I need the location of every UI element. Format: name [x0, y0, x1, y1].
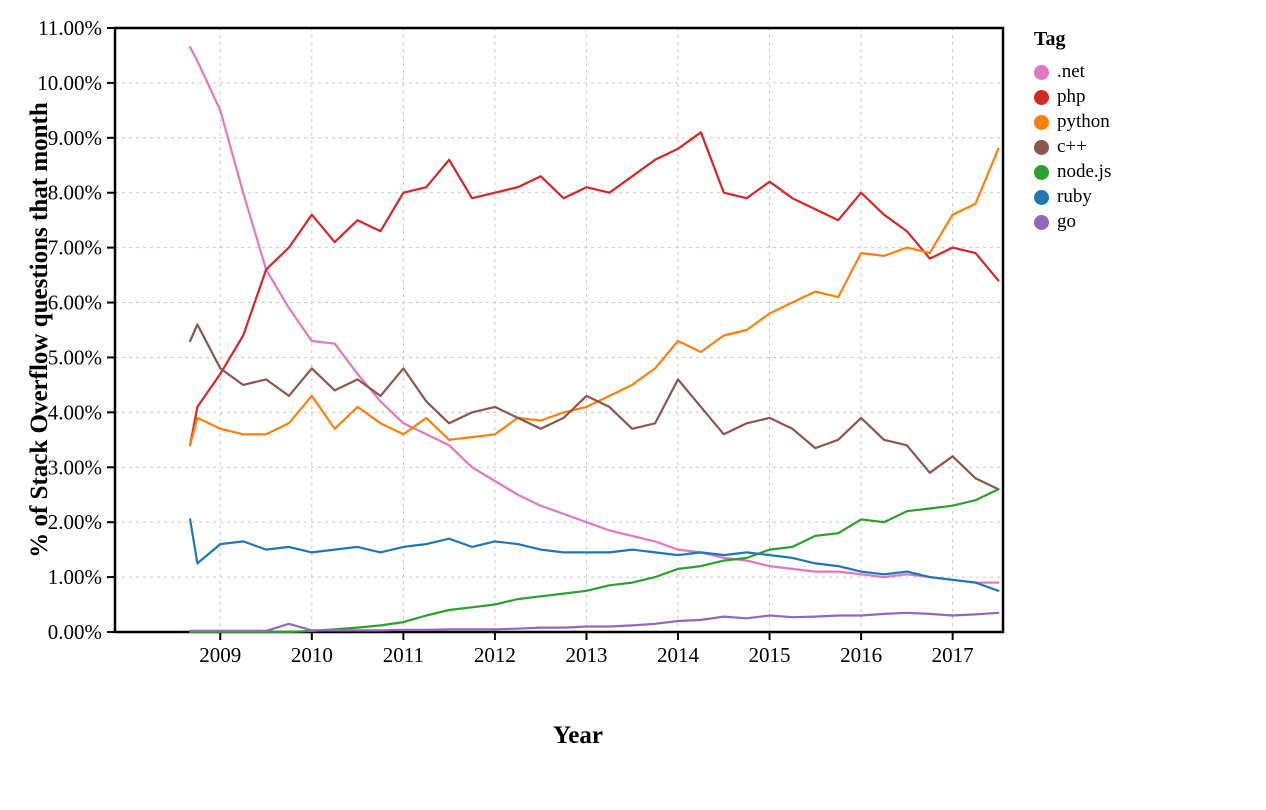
x-tick-label: 2015 — [749, 643, 791, 667]
x-tick-label: 2009 — [199, 643, 241, 667]
legend-item-label: node.js — [1057, 161, 1112, 182]
legend-item: python — [1034, 111, 1111, 133]
legend-swatch-icon — [1034, 64, 1049, 80]
x-tick-label: 2016 — [840, 643, 882, 667]
legend-swatch-icon — [1034, 114, 1049, 130]
legend-swatch-icon — [1034, 214, 1049, 230]
x-tick-label: 2017 — [932, 643, 974, 667]
legend-item-label: .net — [1057, 61, 1085, 82]
y-tick-label: 4.00% — [48, 400, 102, 424]
series-line-net — [189, 46, 1000, 584]
plot-area: 0.00% 1.00% 2.00% 3.00% 4.00% 5.00% 6.00% 7.00%… — [37, 16, 1005, 667]
y-tick-label: 10.00% — [37, 71, 102, 95]
series-line-python — [189, 147, 1000, 447]
legend-item-label: go — [1057, 211, 1076, 232]
y-tick-label: 1.00% — [48, 565, 102, 589]
legend-item-label: ruby — [1057, 186, 1092, 207]
plot-border — [113, 26, 1005, 634]
y-axis-title: % of Stack Overflow questions that month — [26, 102, 53, 558]
x-tick-label: 2010 — [291, 643, 333, 667]
y-tick-label: 3.00% — [48, 455, 102, 479]
legend-item-label: php — [1057, 86, 1086, 107]
legend-item: ruby — [1034, 186, 1111, 208]
y-tick-label: 7.00% — [48, 236, 102, 260]
legend-title: Tag — [1034, 28, 1066, 50]
y-tick-label: 5.00% — [48, 345, 102, 369]
y-tick-label: 11.00% — [38, 16, 102, 40]
legend-swatch-icon — [1034, 189, 1049, 205]
legend-item: php — [1034, 86, 1111, 108]
legend-swatch-icon — [1034, 89, 1049, 105]
x-tick-label: 2012 — [474, 643, 516, 667]
legend-item: go — [1034, 211, 1111, 233]
legend-item: node.js — [1034, 161, 1111, 183]
y-tick-label: 6.00% — [48, 291, 102, 315]
y-tick-label: 9.00% — [48, 126, 102, 150]
y-tick-label: 0.00% — [48, 620, 102, 644]
x-tick-label: 2011 — [383, 643, 424, 667]
x-axis-title: Year — [553, 722, 603, 749]
y-tick-label: 8.00% — [48, 181, 102, 205]
legend-item-label: python — [1057, 111, 1110, 132]
y-tick-label: 2.00% — [48, 510, 102, 534]
series-line-c — [189, 323, 1000, 491]
legend-swatch-icon — [1034, 139, 1049, 155]
series-line-php — [189, 131, 1000, 447]
series-line-ruby — [189, 518, 1000, 592]
x-tick-label: 2013 — [565, 643, 607, 667]
legend-items: .net php python c++ node.js ruby go — [1034, 61, 1111, 233]
legend-item: .net — [1034, 61, 1111, 83]
legend-swatch-icon — [1034, 164, 1049, 180]
series-line-go — [189, 611, 1000, 633]
legend-item-label: c++ — [1057, 136, 1087, 157]
legend: Tag .net php python c++ node.js ruby go — [1034, 28, 1111, 236]
x-tick-label: 2014 — [657, 643, 700, 667]
legend-item: c++ — [1034, 136, 1111, 158]
